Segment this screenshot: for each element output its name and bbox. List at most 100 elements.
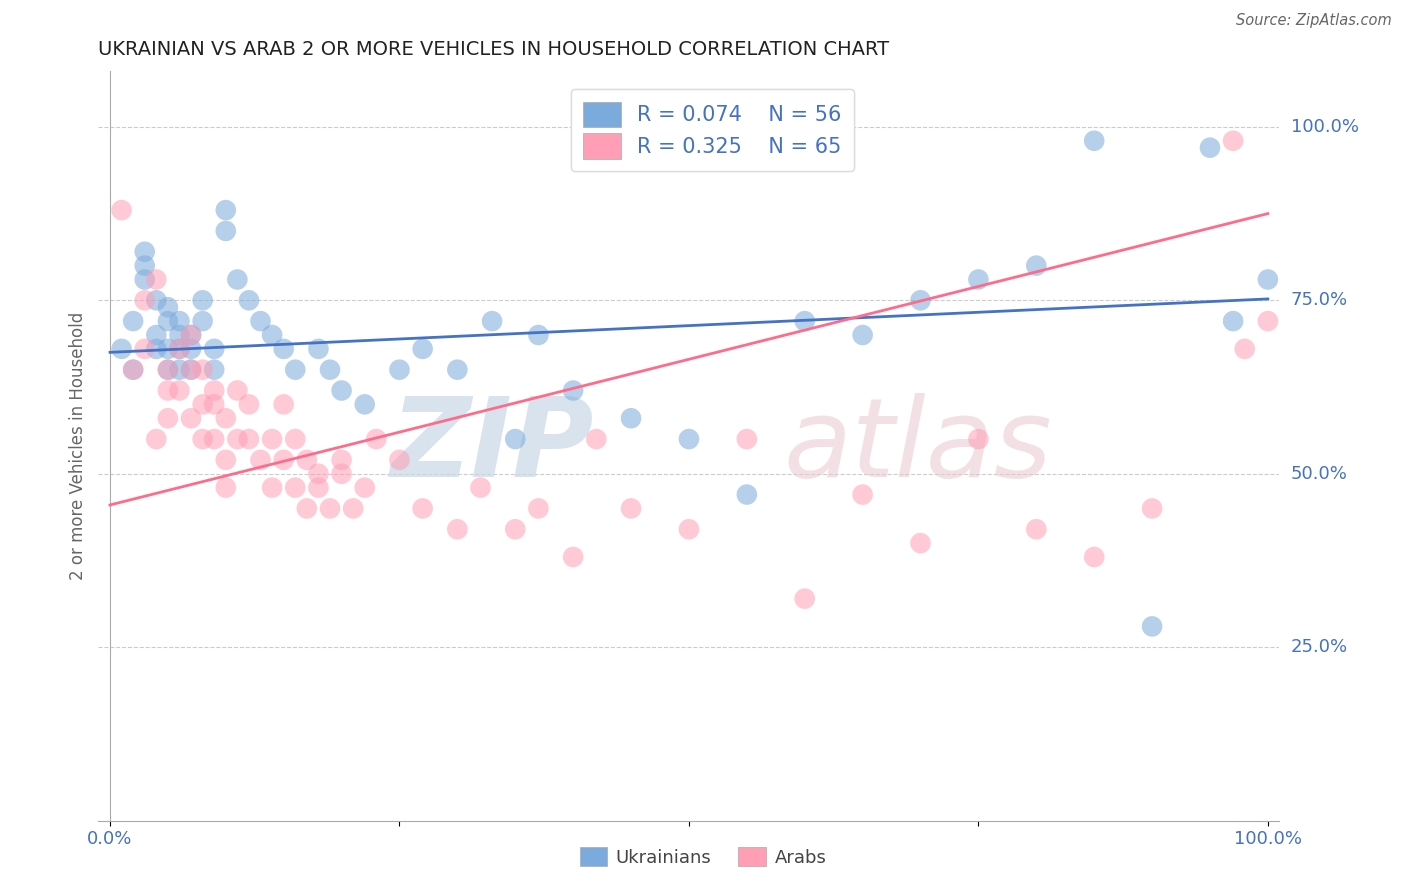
Point bbox=[1233, 342, 1256, 356]
Point bbox=[145, 328, 167, 343]
Point bbox=[262, 432, 284, 446]
Point bbox=[1140, 619, 1163, 633]
Point bbox=[562, 384, 585, 398]
Point bbox=[110, 342, 132, 356]
Point bbox=[180, 328, 202, 343]
Point bbox=[156, 362, 179, 376]
Point bbox=[156, 411, 179, 425]
Point bbox=[910, 293, 932, 308]
Point bbox=[388, 453, 411, 467]
Point bbox=[1222, 134, 1244, 148]
Y-axis label: 2 or more Vehicles in Household: 2 or more Vehicles in Household bbox=[69, 312, 87, 580]
Point bbox=[353, 397, 375, 411]
Point bbox=[735, 432, 758, 446]
Point bbox=[446, 362, 468, 376]
Point bbox=[110, 203, 132, 218]
Point bbox=[307, 467, 329, 481]
Point bbox=[1025, 259, 1047, 273]
Point bbox=[446, 522, 468, 536]
Point bbox=[202, 384, 225, 398]
Point bbox=[1083, 134, 1105, 148]
Point bbox=[330, 384, 353, 398]
Point bbox=[967, 272, 990, 286]
Text: 100.0%: 100.0% bbox=[1291, 118, 1358, 136]
Point bbox=[735, 487, 758, 501]
Point bbox=[527, 501, 550, 516]
Text: ZIP: ZIP bbox=[391, 392, 595, 500]
Point bbox=[226, 384, 249, 398]
Point bbox=[122, 362, 145, 376]
Point bbox=[202, 397, 225, 411]
Legend: Ukrainians, Arabs: Ukrainians, Arabs bbox=[572, 840, 834, 874]
Point bbox=[1025, 522, 1047, 536]
Point bbox=[793, 314, 815, 328]
Point bbox=[134, 272, 156, 286]
Point bbox=[284, 362, 307, 376]
Point bbox=[226, 432, 249, 446]
Legend: R = 0.074    N = 56, R = 0.325    N = 65: R = 0.074 N = 56, R = 0.325 N = 65 bbox=[571, 89, 855, 171]
Text: 25.0%: 25.0% bbox=[1291, 638, 1348, 657]
Point bbox=[238, 397, 260, 411]
Point bbox=[412, 501, 434, 516]
Point bbox=[191, 314, 214, 328]
Point bbox=[284, 432, 307, 446]
Point bbox=[481, 314, 503, 328]
Point bbox=[191, 397, 214, 411]
Point bbox=[169, 342, 191, 356]
Point bbox=[620, 501, 643, 516]
Point bbox=[169, 314, 191, 328]
Point bbox=[295, 501, 318, 516]
Point bbox=[678, 432, 700, 446]
Point bbox=[215, 224, 238, 238]
Point bbox=[180, 362, 202, 376]
Point bbox=[145, 293, 167, 308]
Point bbox=[527, 328, 550, 343]
Text: UKRAINIAN VS ARAB 2 OR MORE VEHICLES IN HOUSEHOLD CORRELATION CHART: UKRAINIAN VS ARAB 2 OR MORE VEHICLES IN … bbox=[98, 39, 890, 59]
Point bbox=[503, 522, 526, 536]
Point bbox=[215, 411, 238, 425]
Point bbox=[262, 328, 284, 343]
Point bbox=[273, 342, 295, 356]
Point bbox=[169, 384, 191, 398]
Point bbox=[307, 342, 329, 356]
Point bbox=[191, 293, 214, 308]
Point bbox=[180, 342, 202, 356]
Text: 50.0%: 50.0% bbox=[1291, 465, 1347, 483]
Point bbox=[202, 362, 225, 376]
Point bbox=[1222, 314, 1244, 328]
Text: atlas: atlas bbox=[783, 392, 1052, 500]
Point bbox=[180, 328, 202, 343]
Point bbox=[238, 432, 260, 446]
Point bbox=[122, 362, 145, 376]
Point bbox=[342, 501, 364, 516]
Point bbox=[249, 453, 271, 467]
Point bbox=[273, 397, 295, 411]
Point bbox=[215, 453, 238, 467]
Point bbox=[620, 411, 643, 425]
Point bbox=[1257, 314, 1279, 328]
Point bbox=[238, 293, 260, 308]
Point bbox=[284, 481, 307, 495]
Point bbox=[191, 432, 214, 446]
Point bbox=[169, 342, 191, 356]
Point bbox=[562, 549, 585, 564]
Point bbox=[852, 487, 875, 501]
Point bbox=[330, 467, 353, 481]
Point bbox=[585, 432, 607, 446]
Point bbox=[156, 384, 179, 398]
Point bbox=[202, 432, 225, 446]
Point bbox=[330, 453, 353, 467]
Point bbox=[180, 362, 202, 376]
Point bbox=[156, 300, 179, 314]
Point bbox=[202, 342, 225, 356]
Point bbox=[215, 203, 238, 218]
Point bbox=[967, 432, 990, 446]
Point bbox=[134, 293, 156, 308]
Point bbox=[180, 411, 202, 425]
Point bbox=[852, 328, 875, 343]
Point bbox=[156, 314, 179, 328]
Point bbox=[678, 522, 700, 536]
Point bbox=[249, 314, 271, 328]
Point bbox=[156, 362, 179, 376]
Point bbox=[1199, 141, 1222, 155]
